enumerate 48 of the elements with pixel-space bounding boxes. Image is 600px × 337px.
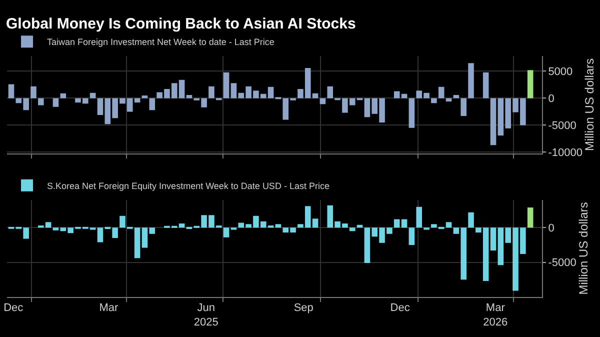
bar <box>527 70 534 98</box>
bar <box>38 98 44 106</box>
bar <box>149 228 156 234</box>
y-tick-label: 5000 <box>548 66 573 78</box>
y-tick-label: -10000 <box>548 147 582 160</box>
x-tick-label: Sep <box>294 302 314 314</box>
bar <box>223 72 230 98</box>
bar <box>149 98 156 110</box>
bar <box>446 98 452 102</box>
y-tick-label: -5000 <box>548 257 576 270</box>
bar <box>97 228 104 242</box>
y-axis-title: Million US dollars <box>582 58 596 152</box>
bar <box>52 98 59 107</box>
x-tick-label: Dec <box>390 302 410 314</box>
y-tick-label: 0 <box>548 222 554 234</box>
bar <box>408 98 415 128</box>
bar <box>468 63 474 98</box>
bar <box>349 228 356 232</box>
bar <box>527 208 534 228</box>
y-tick-label: -5000 <box>548 120 576 132</box>
bar <box>460 98 466 116</box>
x-tick-label: Mar <box>99 302 119 314</box>
bar <box>97 98 104 115</box>
bar <box>275 224 282 228</box>
bar <box>208 86 214 98</box>
bar <box>30 86 36 98</box>
x-tick-label: Jun 2025 <box>194 302 218 328</box>
bar <box>416 206 422 228</box>
bar <box>8 84 14 98</box>
x-tick-label: Mar 2026 <box>483 302 508 328</box>
bar <box>490 98 496 146</box>
legend-label: Taiwan Foreign Investment Net Week to date - Last Price <box>47 37 274 48</box>
legend-label: S.Korea Net Foreign Equity Investment Week to Date USD - Last Price <box>47 180 330 191</box>
bar <box>468 212 474 228</box>
bar <box>431 98 437 104</box>
bar <box>438 86 444 98</box>
chart-title: Global Money Is Coming Back to Asian AI Stocks <box>6 16 356 32</box>
y-axis-title: Million US dollars <box>576 202 590 295</box>
bar <box>142 228 148 248</box>
bar <box>482 72 489 98</box>
y-tick-label: 0 <box>548 93 554 106</box>
bar <box>327 86 334 98</box>
bar <box>52 228 59 230</box>
x-tick-label: Dec <box>4 302 24 314</box>
bar <box>490 228 496 251</box>
bar <box>408 228 415 245</box>
bar <box>320 98 326 104</box>
bar <box>223 228 230 238</box>
